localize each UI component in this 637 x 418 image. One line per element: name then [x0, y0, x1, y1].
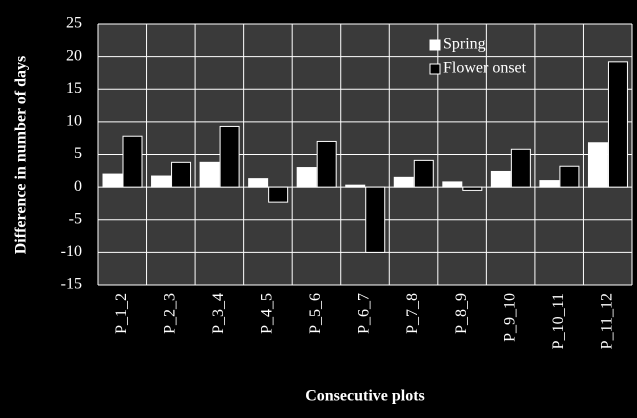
y-tick-label: 20 — [66, 47, 82, 64]
y-tick-label: -10 — [61, 243, 82, 260]
bar — [345, 184, 366, 188]
x-tick-label: P_2_3 — [161, 293, 178, 334]
bar — [539, 180, 560, 188]
bar — [171, 161, 192, 188]
bar — [296, 167, 317, 188]
y-axis-title: Difference in number of days — [13, 56, 30, 255]
x-tick-label: P_7_8 — [404, 293, 421, 334]
x-tick-label: P_8_9 — [453, 293, 470, 334]
bar — [413, 159, 434, 188]
bar — [510, 148, 531, 188]
bar — [490, 170, 511, 188]
x-tick-label: P_6_7 — [356, 293, 373, 334]
x-tick-label: P_3_4 — [210, 293, 227, 334]
y-tick-label: 5 — [74, 145, 82, 162]
y-tick-label: 0 — [74, 178, 82, 195]
bar — [365, 186, 386, 253]
y-tick-label: -15 — [61, 276, 82, 293]
x-tick-label: P_1_2 — [113, 293, 130, 334]
legend-label: Spring — [443, 36, 486, 53]
bar — [559, 165, 580, 188]
bar — [199, 161, 220, 188]
x-tick-label: P_5_6 — [307, 293, 324, 334]
y-tick-label: 25 — [66, 15, 82, 32]
bar — [248, 178, 269, 188]
y-tick-label: 15 — [66, 80, 82, 97]
bar — [462, 186, 483, 191]
bar — [393, 176, 414, 188]
x-tick-label: P_4_5 — [259, 293, 276, 334]
legend-marker — [429, 39, 441, 51]
bar — [219, 125, 240, 188]
legend-marker — [429, 63, 441, 75]
legend-label: Flower onset — [443, 60, 527, 77]
bar — [102, 173, 123, 188]
x-axis-title: Consecutive plots — [305, 388, 425, 405]
x-tick-label: P_11_12 — [598, 293, 615, 349]
x-tick-label: P_9_10 — [501, 293, 518, 342]
y-tick-label: -5 — [69, 210, 82, 227]
bar — [268, 186, 289, 203]
bar — [151, 175, 172, 188]
bar — [442, 181, 463, 188]
bar — [607, 61, 628, 188]
bar — [122, 135, 143, 188]
bar — [587, 142, 608, 188]
x-tick-label: P_10_11 — [550, 293, 567, 349]
bar — [316, 140, 337, 188]
y-tick-label: 10 — [66, 113, 82, 130]
